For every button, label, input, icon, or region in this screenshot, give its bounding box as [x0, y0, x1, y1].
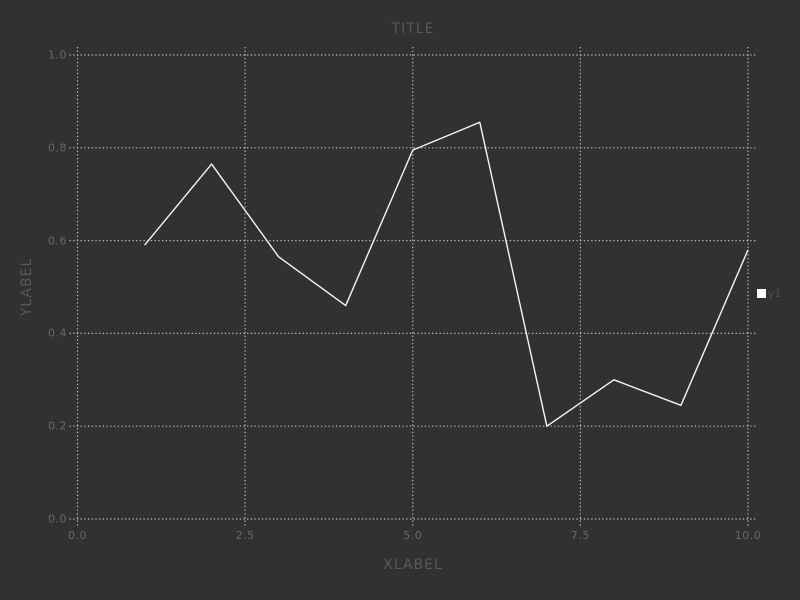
x-tick-label: 2.5 — [235, 529, 255, 542]
x-tick-label: 5.0 — [403, 529, 423, 542]
x-tick-label: 7.5 — [570, 529, 590, 542]
legend-square-marker-icon — [757, 289, 766, 298]
y-tick-label: 0.4 — [48, 326, 67, 340]
series-y1-line — [144, 121, 749, 427]
legend: y1 — [757, 288, 782, 299]
y-tick-label: 0.2 — [48, 419, 67, 433]
y-axis-label: YLABEL — [19, 257, 35, 317]
x-axis-label: XLABEL — [383, 557, 443, 573]
y-tick-label: 0.8 — [48, 141, 67, 155]
y-tick-label: 1.0 — [48, 48, 67, 62]
y-tick-label: 0.6 — [48, 234, 67, 248]
x-tick-label: 10.0 — [734, 529, 762, 542]
legend-series-label: y1 — [768, 287, 782, 300]
x-tick-label: 0.0 — [68, 529, 87, 542]
chart-title: TITLE — [391, 21, 435, 37]
y-tick-label: 0.0 — [48, 512, 67, 526]
